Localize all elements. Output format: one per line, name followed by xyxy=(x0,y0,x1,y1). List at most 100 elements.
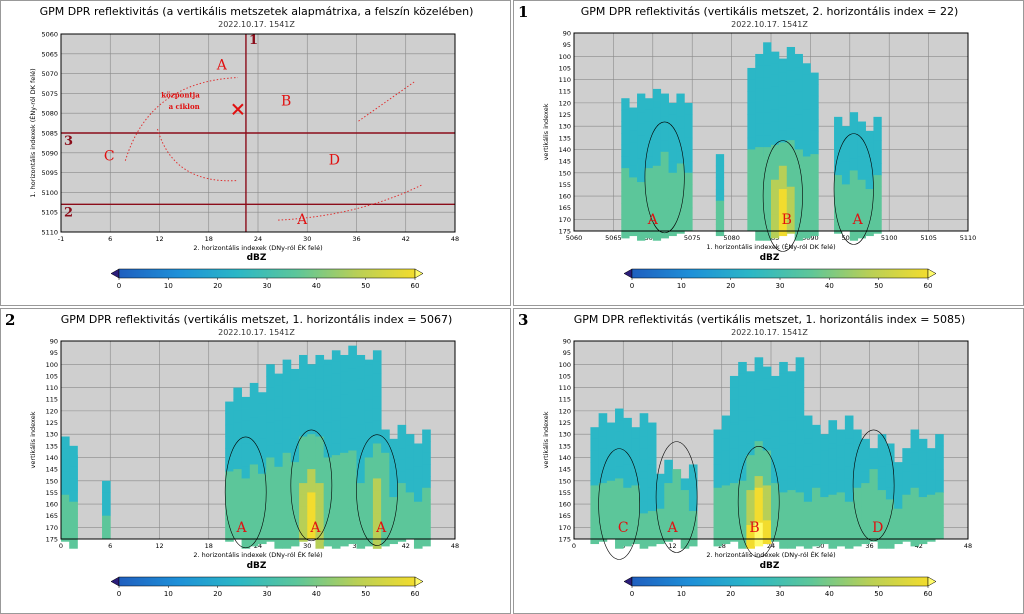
echo-cell xyxy=(381,429,390,442)
echo-cell xyxy=(794,184,803,197)
echo-cell xyxy=(331,478,341,491)
echo-cell xyxy=(652,107,662,120)
echo-cell xyxy=(778,72,788,85)
colorbar-tick-label: 40 xyxy=(825,282,834,290)
echo-cell xyxy=(738,480,747,493)
echo-cell xyxy=(844,501,854,514)
y-tick-label: 140 xyxy=(559,146,571,154)
echo-cell xyxy=(738,504,747,517)
echo-cell xyxy=(787,525,797,538)
echo-cell xyxy=(771,375,780,388)
echo-cell xyxy=(315,354,325,368)
y-tick-label: 5095 xyxy=(41,169,58,177)
echo-cell xyxy=(747,114,756,127)
echo-cell xyxy=(812,476,821,489)
echo-cell xyxy=(713,441,723,454)
echo-cell xyxy=(795,380,805,393)
echo-cell xyxy=(381,452,390,465)
echo-cell xyxy=(241,490,251,503)
echo-cell xyxy=(348,357,357,370)
echo-cell xyxy=(644,109,654,122)
echo-cell xyxy=(258,462,267,475)
echo-cell xyxy=(315,536,325,549)
echo-cell xyxy=(266,527,275,540)
echo-cell xyxy=(61,483,70,496)
echo-cell xyxy=(810,72,819,85)
echo-cell xyxy=(644,226,654,239)
echo-cell xyxy=(794,56,803,69)
echo-cell xyxy=(794,91,803,104)
echo-cell xyxy=(763,217,772,230)
echo-cell xyxy=(266,434,275,447)
echo-cell xyxy=(356,448,366,461)
echo-cell xyxy=(372,490,382,503)
echo-cell xyxy=(639,525,649,538)
echo-cell xyxy=(61,459,70,472)
echo-cell xyxy=(812,441,821,454)
echo-cell xyxy=(315,389,325,402)
echo-cell xyxy=(323,375,333,388)
echo-cell xyxy=(786,210,796,223)
y-tick-label: 165 xyxy=(559,204,571,212)
echo-cell xyxy=(779,373,788,386)
echo-cell xyxy=(762,415,772,428)
chart-date: 2022.10.17. 1541Z xyxy=(218,20,295,29)
echo-cell xyxy=(307,375,316,388)
echo-cell xyxy=(754,357,764,370)
colorbar-label: dBZ xyxy=(759,561,780,571)
echo-cell xyxy=(869,504,879,517)
echo-cell xyxy=(639,424,649,437)
echo-cell xyxy=(729,399,739,412)
echo-cell xyxy=(389,532,398,545)
echo-cell xyxy=(241,443,251,456)
echo-cell xyxy=(715,200,725,213)
section-line-label: 3 xyxy=(64,134,73,149)
echo-cell xyxy=(853,511,862,524)
echo-cell xyxy=(763,100,772,113)
echo-cell xyxy=(615,513,624,526)
echo-cell xyxy=(422,511,431,524)
section-3-panel: 3 GPM DPR reflektivitás (vertikális mets… xyxy=(513,308,1024,614)
echo-cell xyxy=(849,158,859,171)
echo-cell xyxy=(865,224,874,237)
echo-cell xyxy=(331,443,341,456)
x-tick-label: 12 xyxy=(668,542,676,550)
echo-cell xyxy=(241,466,251,479)
echo-cell xyxy=(637,193,646,206)
echo-cell xyxy=(849,217,859,230)
echo-cell xyxy=(755,135,764,148)
echo-cell xyxy=(771,63,780,76)
echo-cell xyxy=(721,427,731,440)
echo-cell xyxy=(233,399,242,412)
echo-cell xyxy=(684,114,693,127)
echo-cell xyxy=(754,522,764,535)
echo-cell xyxy=(853,464,862,477)
y-tick-label: 100 xyxy=(559,361,571,369)
echo-cell xyxy=(684,102,693,115)
y-tick-label: 165 xyxy=(559,512,571,520)
echo-cell xyxy=(676,151,685,164)
echo-cell xyxy=(356,378,366,391)
echo-cell xyxy=(763,53,772,67)
y-tick-label: 145 xyxy=(559,158,571,166)
echo-cell xyxy=(69,490,78,503)
echo-cell xyxy=(787,455,797,468)
echo-cell xyxy=(754,368,764,381)
echo-cell xyxy=(621,179,630,192)
echo-cell xyxy=(763,112,772,125)
echo-cell xyxy=(631,508,641,521)
echo-cell xyxy=(688,511,698,524)
echo-cell xyxy=(348,497,357,510)
colorbar-tick-label: 50 xyxy=(874,282,883,290)
echo-cell xyxy=(676,128,685,141)
echo-cell xyxy=(364,457,374,470)
echo-cell xyxy=(331,513,341,526)
echo-cell xyxy=(771,448,780,461)
echo-cell xyxy=(637,205,646,218)
echo-cell xyxy=(738,445,747,458)
echo-cell xyxy=(340,487,349,500)
echo-cell xyxy=(644,179,654,192)
x-tick-label: 24 xyxy=(254,235,262,243)
echo-cell xyxy=(795,403,805,416)
plot-frame xyxy=(60,340,456,540)
